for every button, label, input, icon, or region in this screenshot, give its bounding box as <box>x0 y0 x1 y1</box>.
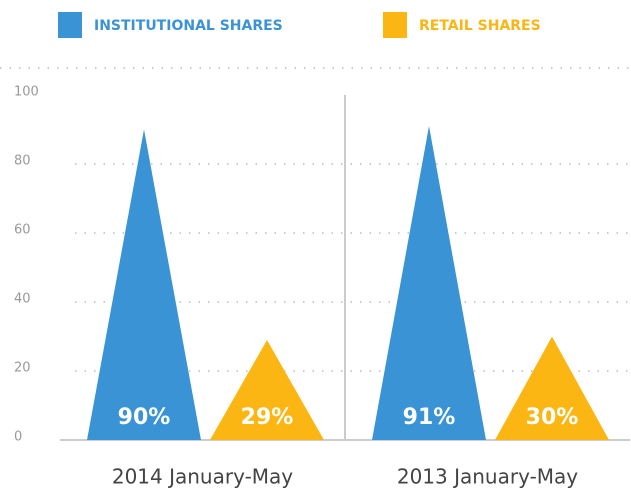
value-label: 90% <box>118 405 171 430</box>
triangle-bar <box>87 129 201 440</box>
y-tick-label: 60 <box>14 223 31 238</box>
legend-swatch <box>383 12 407 38</box>
y-tick-label: 80 <box>14 154 31 169</box>
y-tick-label: 40 <box>14 292 31 307</box>
triangle-bar <box>372 126 486 441</box>
x-tick-label: 2014 January-May <box>112 465 293 489</box>
triangle-bar <box>495 336 609 440</box>
y-tick-label: 20 <box>14 361 31 376</box>
value-label: 91% <box>403 405 456 430</box>
value-label: 30% <box>526 405 579 430</box>
legend-swatch <box>58 12 82 38</box>
value-label: 29% <box>241 405 294 430</box>
triangle-bar <box>210 339 324 440</box>
x-tick-label: 2013 January-May <box>397 465 578 489</box>
legend-label: RETAIL SHARES <box>419 18 541 34</box>
y-tick-label: 100 <box>14 85 39 100</box>
legend-label: INSTITUTIONAL SHARES <box>94 18 283 34</box>
y-tick-label: 0 <box>14 430 22 445</box>
